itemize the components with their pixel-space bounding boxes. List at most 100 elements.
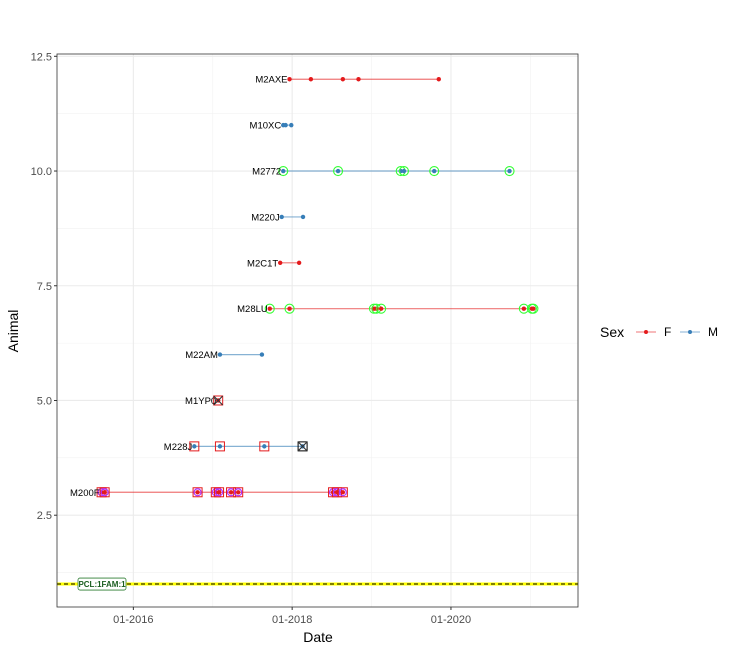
data-point [216, 490, 222, 495]
y-tick-label: 2.5 [37, 510, 52, 522]
purple-ring-marker [100, 488, 109, 497]
series-label: M2772 [252, 167, 281, 178]
red-square-marker [192, 487, 203, 498]
data-point [102, 490, 107, 495]
x-tick-label: 01-2020 [431, 614, 471, 626]
purple-ring-marker [332, 488, 342, 497]
data-point [217, 444, 223, 449]
data-point [356, 77, 361, 82]
data-point [531, 306, 536, 311]
data-point [267, 306, 272, 311]
legend-label-f: F [664, 325, 671, 339]
data-point [521, 306, 527, 311]
series-label: M228J [164, 442, 193, 453]
legend: Sex F M [600, 324, 718, 340]
data-point [262, 444, 267, 449]
data-point [436, 77, 441, 82]
reference-line: PCL:1FAM:1 [57, 577, 578, 591]
x-axis-title: Date [303, 629, 333, 645]
red-square-marker [99, 487, 110, 498]
data-point [335, 168, 341, 174]
legend-title: Sex [600, 324, 624, 340]
series-m228j: M228J [164, 441, 308, 453]
data-point [300, 214, 306, 220]
y-tick-label: 7.5 [37, 281, 52, 293]
data-point [287, 306, 292, 311]
red-square-marker [214, 441, 225, 452]
green-ring-marker [398, 165, 410, 177]
red-square-marker [337, 487, 348, 498]
data-point [401, 168, 407, 174]
series-m220j: M220J [251, 212, 306, 223]
data-point [279, 214, 284, 220]
green-ring-marker [284, 303, 295, 314]
green-ring-marker [429, 165, 440, 177]
series-m22am: M22AM [185, 350, 265, 361]
series-m10xc: M10XC [250, 121, 294, 132]
green-ring-marker [518, 303, 529, 314]
axes: 01-2016 01-2018 01-2020 2.5 5.0 7.5 10.0 12.5 [31, 51, 472, 626]
data-point [287, 77, 292, 82]
red-square-marker [189, 441, 200, 452]
data-point [283, 122, 288, 128]
black-square-marker [297, 441, 308, 452]
y-tick-label: 10.0 [31, 166, 52, 178]
data-point [259, 352, 265, 357]
data-point [296, 260, 302, 266]
series-m2772: M2772 [252, 165, 515, 178]
series-label: M1YP0 [185, 396, 216, 407]
green-ring-marker [376, 303, 387, 314]
purple-ring-marker [193, 488, 202, 497]
series-label: M22AM [185, 350, 218, 361]
data-point [277, 260, 283, 266]
purple-ring-marker [234, 488, 243, 497]
series-label: M28LU [237, 304, 268, 315]
y-tick-label: 12.5 [31, 51, 52, 63]
reference-line-label-box [77, 577, 127, 591]
cross-marker [297, 441, 308, 452]
data-point [432, 168, 437, 174]
purple-ring-marker [338, 488, 347, 497]
data-point [378, 306, 384, 311]
series-label: M10XC [250, 121, 282, 132]
data-point [195, 490, 200, 495]
red-square-marker [213, 395, 224, 406]
data-point [308, 77, 314, 82]
red-square-marker [233, 487, 244, 498]
green-ring-marker [333, 165, 344, 177]
data-point [228, 490, 234, 495]
red-square-marker [214, 487, 225, 498]
y-axis-title: Animal [5, 310, 21, 353]
legend-key-point-m [688, 330, 692, 334]
x-tick-label: 01-2018 [272, 614, 312, 626]
data-point [340, 77, 346, 82]
green-ring-marker [528, 303, 539, 314]
green-ring-marker [264, 303, 275, 314]
plot-border [56, 53, 579, 608]
green-ring-marker [278, 165, 289, 177]
plot-panel [57, 54, 578, 607]
series-m200f: M200F [70, 487, 348, 499]
green-ring-marker [504, 165, 515, 177]
legend-label-m: M [708, 325, 718, 339]
legend-key-point-f [644, 330, 648, 334]
data-point [289, 122, 294, 128]
data-point [507, 168, 512, 174]
y-tick-label: 5.0 [37, 395, 52, 407]
red-square-marker [259, 441, 270, 452]
series-label: M200F [70, 488, 100, 499]
data-point [281, 168, 286, 174]
series-m2c1t: M2C1T [247, 258, 302, 269]
series-label: M2C1T [247, 258, 278, 269]
data-point [340, 490, 346, 495]
series-m28lu: M28LU [237, 303, 539, 315]
grid [57, 54, 578, 607]
series-label: M220J [251, 212, 280, 223]
series-m2axe: M2AXE [255, 75, 441, 86]
red-square-marker [226, 487, 237, 498]
data-point [192, 444, 197, 449]
data-point [217, 352, 223, 357]
data-point [236, 490, 241, 495]
cross-marker [213, 395, 224, 406]
